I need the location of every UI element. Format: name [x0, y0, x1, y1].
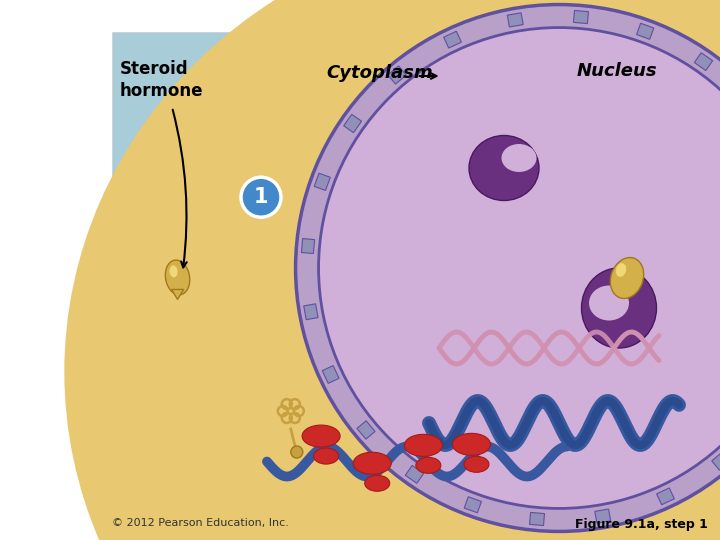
- Ellipse shape: [469, 136, 539, 200]
- Text: 1: 1: [253, 187, 269, 207]
- Circle shape: [241, 177, 281, 217]
- Ellipse shape: [365, 475, 390, 491]
- Polygon shape: [595, 509, 611, 523]
- Polygon shape: [323, 366, 339, 383]
- Ellipse shape: [314, 448, 338, 464]
- Polygon shape: [636, 23, 654, 39]
- Text: Cytoplasm: Cytoplasm: [327, 64, 433, 82]
- Ellipse shape: [354, 453, 391, 474]
- Ellipse shape: [166, 260, 190, 295]
- Polygon shape: [694, 53, 713, 71]
- Polygon shape: [464, 497, 482, 513]
- Ellipse shape: [64, 0, 720, 540]
- Text: Steroid
hormone: Steroid hormone: [120, 60, 204, 100]
- Ellipse shape: [611, 258, 644, 299]
- Polygon shape: [304, 304, 318, 320]
- Ellipse shape: [302, 425, 340, 447]
- Circle shape: [291, 446, 303, 458]
- Text: Figure 9.1a, step 1: Figure 9.1a, step 1: [575, 518, 708, 531]
- Polygon shape: [171, 289, 184, 300]
- Ellipse shape: [416, 457, 441, 474]
- Ellipse shape: [405, 434, 442, 456]
- Ellipse shape: [589, 286, 629, 321]
- Polygon shape: [508, 13, 523, 27]
- Polygon shape: [388, 66, 406, 84]
- Ellipse shape: [169, 266, 178, 278]
- Polygon shape: [657, 488, 675, 505]
- Polygon shape: [573, 10, 588, 24]
- Ellipse shape: [452, 433, 490, 455]
- Polygon shape: [529, 512, 544, 525]
- Ellipse shape: [616, 263, 626, 277]
- Polygon shape: [712, 452, 720, 470]
- Polygon shape: [405, 465, 423, 483]
- Text: Nucleus: Nucleus: [577, 62, 657, 80]
- Ellipse shape: [582, 268, 657, 348]
- Ellipse shape: [502, 144, 536, 172]
- Circle shape: [296, 4, 720, 531]
- Circle shape: [318, 28, 720, 509]
- Bar: [112, 32, 708, 504]
- Text: © 2012 Pearson Education, Inc.: © 2012 Pearson Education, Inc.: [112, 518, 289, 528]
- Polygon shape: [343, 114, 361, 133]
- Polygon shape: [444, 31, 462, 48]
- Polygon shape: [357, 421, 375, 439]
- Polygon shape: [314, 173, 330, 191]
- Polygon shape: [302, 239, 315, 254]
- Ellipse shape: [464, 456, 489, 472]
